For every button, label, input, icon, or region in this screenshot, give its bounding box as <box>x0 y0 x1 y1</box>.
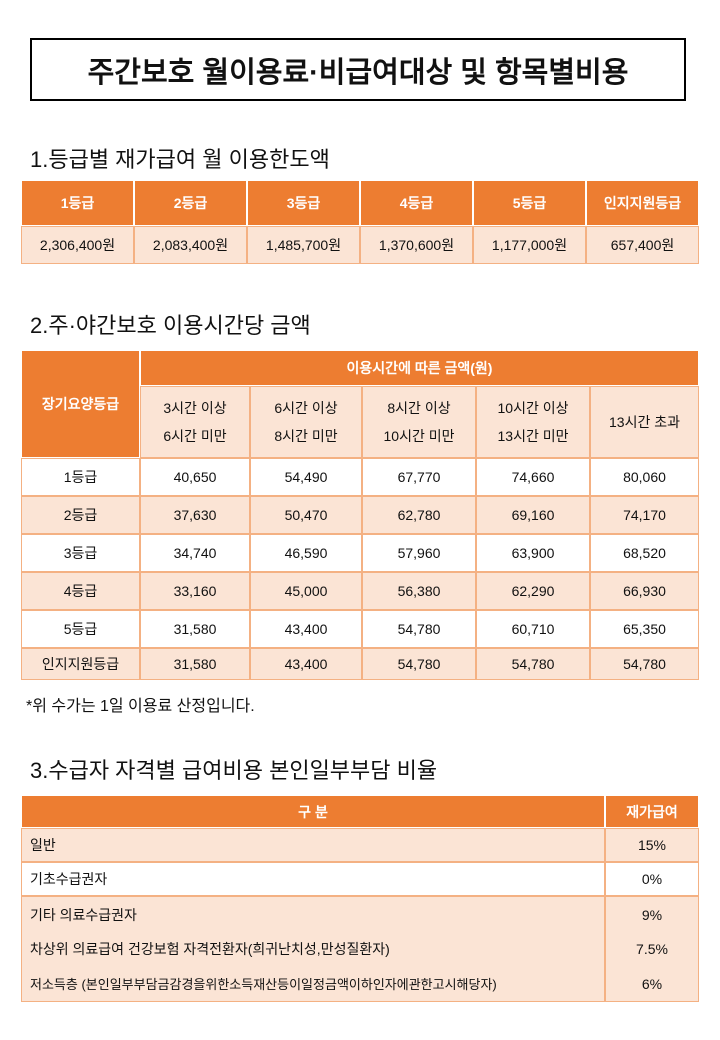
value-cell: 65,350 <box>590 610 699 648</box>
note: *위 수가는 1일 이용료 산정입니다. <box>26 698 255 715</box>
value-cell: 43,400 <box>250 648 362 680</box>
value-cell: 31,580 <box>140 648 250 680</box>
header-cell: 인지지원등급 <box>586 180 699 226</box>
value-cell: 57,960 <box>362 534 476 572</box>
section-heading: 2.주·야간보호 이용시간당 금액 <box>30 313 311 338</box>
value-cell: 63,900 <box>476 534 590 572</box>
value-cell: 80,060 <box>590 458 699 496</box>
header-cell: 8시간 이상 10시간 미만 <box>362 386 476 458</box>
header-cell: 3시간 이상 6시간 미만 <box>140 386 250 458</box>
grade-cell: 1등급 <box>21 458 140 496</box>
label-cell: 기타 의료수급권자 <box>21 896 605 932</box>
value-cell: 54,780 <box>362 648 476 680</box>
value-cell: 1,485,700원 <box>247 226 360 264</box>
value-cell: 66,930 <box>590 572 699 610</box>
label-cell: 일반 <box>21 828 605 862</box>
rate-cell: 15% <box>605 828 699 862</box>
header-cell: 이용시간에 따른 금액(원) <box>140 350 699 386</box>
header-line: 13시간 초과 <box>609 414 680 430</box>
value-cell: 33,160 <box>140 572 250 610</box>
grade-cell: 인지지원등급 <box>21 648 140 680</box>
title: 주간보호 월이용료·비급여대상 및 항목별비용 <box>30 38 686 101</box>
value-cell: 657,400원 <box>586 226 699 264</box>
value-cell: 54,780 <box>590 648 699 680</box>
header-cell: 재가급여 <box>605 795 699 828</box>
value-cell: 74,660 <box>476 458 590 496</box>
value-cell: 60,710 <box>476 610 590 648</box>
header-cell: 3등급 <box>247 180 360 226</box>
value-cell: 31,580 <box>140 610 250 648</box>
header-cell: 장기요양등급 <box>21 350 140 458</box>
grade-cell: 5등급 <box>21 610 140 648</box>
header-cell: 4등급 <box>360 180 473 226</box>
header-line: 3시간 이상 <box>163 400 227 416</box>
rate-cell: 6% <box>605 966 699 1002</box>
value-cell: 45,000 <box>250 572 362 610</box>
header-cell: 13시간 초과 <box>590 386 699 458</box>
header-line: 13시간 미만 <box>497 428 569 444</box>
value-cell: 62,780 <box>362 496 476 534</box>
label-cell: 기초수급권자 <box>21 862 605 896</box>
value-cell: 2,306,400원 <box>21 226 134 264</box>
value-cell: 34,740 <box>140 534 250 572</box>
header-line: 6시간 이상 <box>274 400 338 416</box>
value-cell: 50,470 <box>250 496 362 534</box>
section-heading: 3.수급자 자격별 급여비용 본인일부부담 비율 <box>30 758 438 783</box>
value-cell: 54,490 <box>250 458 362 496</box>
rate-cell: 7.5% <box>605 932 699 966</box>
header-line: 8시간 미만 <box>274 428 338 444</box>
label-cell: 저소득층 (본인일부부담금감경을위한소득재산등이일정금액이하인자에관한고시해당자… <box>21 966 605 1002</box>
grade-cell: 3등급 <box>21 534 140 572</box>
header-cell: 5등급 <box>473 180 586 226</box>
section-heading: 1.등급별 재가급여 월 이용한도액 <box>30 147 330 172</box>
value-cell: 62,290 <box>476 572 590 610</box>
header-cell: 10시간 이상 13시간 미만 <box>476 386 590 458</box>
value-cell: 54,780 <box>362 610 476 648</box>
header-line: 10시간 미만 <box>383 428 455 444</box>
header-line: 10시간 이상 <box>497 400 569 416</box>
value-cell: 46,590 <box>250 534 362 572</box>
value-cell: 54,780 <box>476 648 590 680</box>
value-cell: 37,630 <box>140 496 250 534</box>
value-cell: 69,160 <box>476 496 590 534</box>
value-cell: 1,370,600원 <box>360 226 473 264</box>
value-cell: 74,170 <box>590 496 699 534</box>
value-cell: 2,083,400원 <box>134 226 247 264</box>
header-cell: 6시간 이상 8시간 미만 <box>250 386 362 458</box>
header-line: 8시간 이상 <box>387 400 451 416</box>
header-cell: 2등급 <box>134 180 247 226</box>
rate-cell: 9% <box>605 896 699 932</box>
header-line: 6시간 미만 <box>163 428 227 444</box>
grade-cell: 2등급 <box>21 496 140 534</box>
rate-cell: 0% <box>605 862 699 896</box>
label-cell: 차상위 의료급여 건강보험 자격전환자(희귀난치성,만성질환자) <box>21 932 605 966</box>
value-cell: 68,520 <box>590 534 699 572</box>
value-cell: 43,400 <box>250 610 362 648</box>
value-cell: 1,177,000원 <box>473 226 586 264</box>
value-cell: 40,650 <box>140 458 250 496</box>
value-cell: 67,770 <box>362 458 476 496</box>
grade-cell: 4등급 <box>21 572 140 610</box>
header-cell: 구 분 <box>21 795 605 828</box>
header-cell: 1등급 <box>21 180 134 226</box>
value-cell: 56,380 <box>362 572 476 610</box>
